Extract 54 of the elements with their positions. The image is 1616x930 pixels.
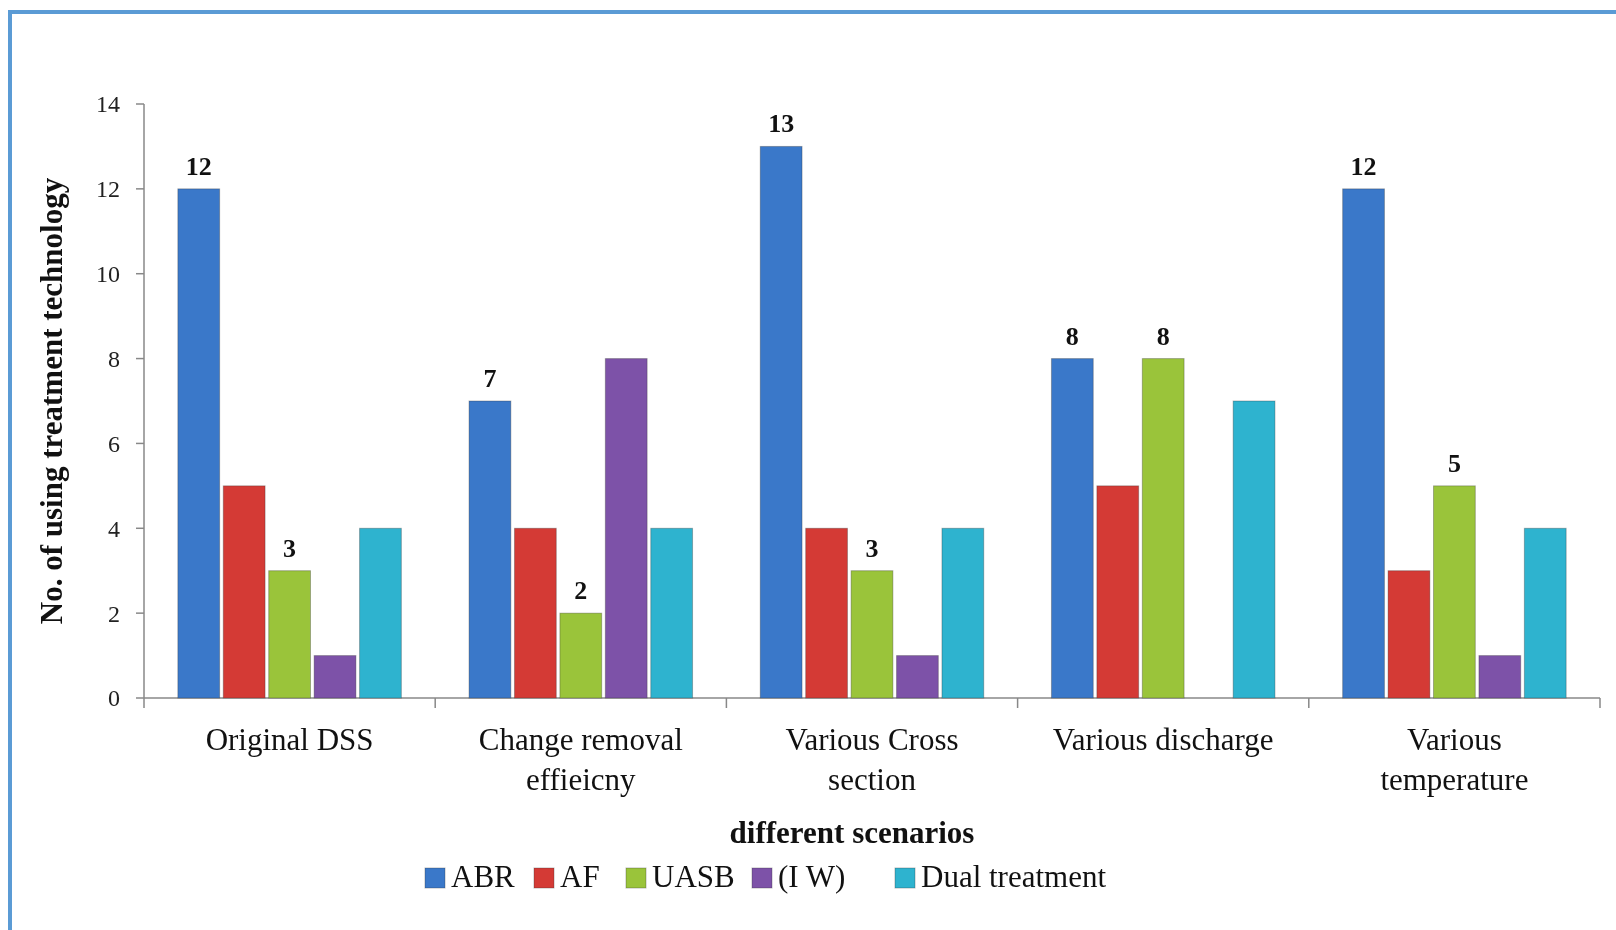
bar: [1387, 570, 1431, 699]
legend-label: UASB: [652, 859, 735, 894]
data-label: 8: [1065, 321, 1079, 351]
legend-label: Dual treatment: [921, 859, 1107, 894]
data-label: 12: [1350, 151, 1377, 181]
bar: [268, 570, 311, 699]
y-tick-label: 4: [108, 515, 120, 542]
bar: [313, 655, 357, 699]
bar: [941, 527, 985, 699]
x-tick-label: Various Cross section: [785, 722, 959, 797]
x-tick-label: Various temperature: [1380, 722, 1529, 797]
bar: [805, 527, 848, 699]
bar: [468, 400, 512, 699]
x-axis-title: different scenarios: [729, 815, 975, 850]
bar: [1433, 485, 1476, 699]
legend-label: ABR: [451, 859, 516, 894]
y-tick-label: 0: [108, 685, 120, 712]
y-tick-label: 8: [108, 345, 120, 372]
data-label: 5: [1447, 448, 1461, 478]
bar: [1141, 358, 1185, 699]
legend-label: (I W): [778, 859, 846, 894]
bar: [513, 527, 557, 699]
data-label: 3: [283, 533, 297, 563]
bar: [222, 485, 266, 699]
y-tick-label: 2: [108, 600, 120, 627]
bar: [896, 655, 939, 699]
y-tick-label: 10: [96, 261, 120, 288]
bar: [759, 145, 803, 699]
bar: [177, 188, 221, 699]
bar: [359, 527, 402, 699]
data-label: 3: [865, 533, 879, 563]
bar: [604, 358, 648, 699]
x-tick-label: Change removal effieicny: [478, 722, 683, 797]
x-tick-label: Various discharge: [1052, 722, 1274, 757]
bar: [559, 612, 603, 699]
y-tick-label: 12: [96, 176, 120, 203]
y-axis-title: No. of using treatment technology: [34, 177, 69, 625]
data-label: 8: [1156, 321, 1170, 351]
bar: [1096, 485, 1140, 699]
bar: [1478, 655, 1522, 699]
bar: [1342, 188, 1385, 699]
bar: [650, 527, 694, 699]
y-tick-label: 6: [108, 430, 120, 457]
data-label: 12: [185, 151, 212, 181]
data-label: 7: [483, 364, 497, 393]
bar: [1232, 400, 1276, 699]
bar: [1523, 527, 1567, 699]
y-tick-label: 14: [96, 91, 120, 118]
data-label: 2: [574, 576, 588, 606]
x-tick-label: Original DSS: [205, 722, 374, 757]
legend-label: AF: [560, 859, 600, 894]
data-label: 13: [768, 109, 795, 139]
bar: [850, 570, 894, 699]
bar: [1050, 358, 1094, 699]
